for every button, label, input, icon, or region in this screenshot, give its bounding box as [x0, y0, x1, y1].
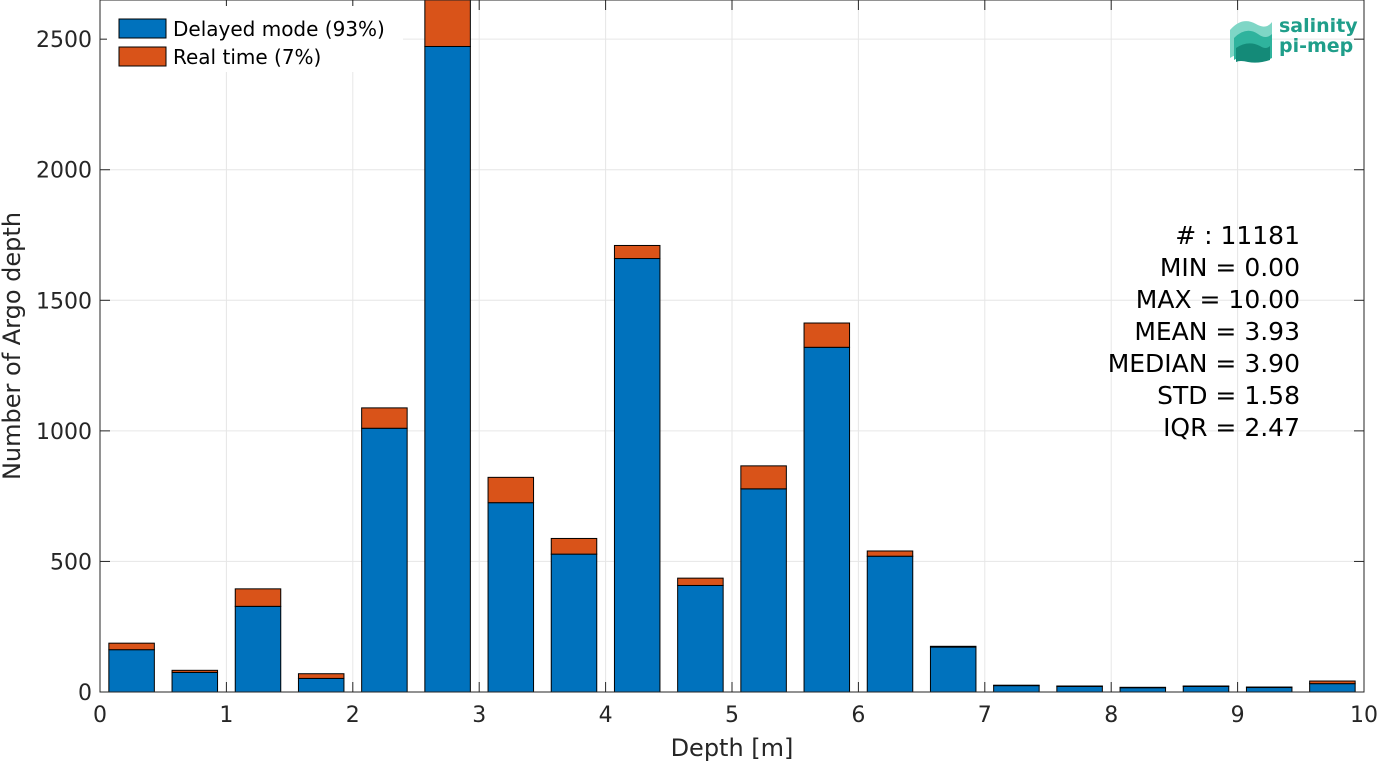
wave-icon — [1230, 21, 1272, 63]
bar-real-time — [487, 476, 535, 504]
x-axis-ticks: 0 1 2 3 4 5 6 7 8 9 10 — [93, 0, 1378, 728]
bar-delayed-mode — [613, 258, 661, 693]
bar-delayed-mode — [677, 584, 724, 693]
bar-delayed-mode — [171, 671, 219, 693]
bar-real-time — [234, 588, 282, 607]
x-tick-label: 8 — [1104, 703, 1118, 728]
stats-line: # : 11181 — [1175, 221, 1300, 250]
bar-real-time — [1056, 685, 1103, 687]
bar-real-time — [424, 0, 471, 47]
stats-line: STD = 1.58 — [1157, 381, 1300, 410]
logo-line-2: pi-mep — [1279, 35, 1353, 57]
legend: Delayed mode (93%) Real time (7%) — [107, 6, 403, 72]
bar-real-time — [1182, 685, 1230, 687]
logo-line-1: salinity — [1279, 15, 1358, 37]
x-tick-label: 7 — [978, 703, 992, 728]
stats-line: MIN = 0.00 — [1160, 253, 1300, 282]
bar-delayed-mode — [361, 427, 408, 693]
bar-delayed-mode — [866, 555, 914, 693]
bar-real-time — [171, 669, 219, 673]
bar-delayed-mode — [108, 649, 155, 693]
stats-line: MAX = 10.00 — [1136, 285, 1300, 314]
y-tick-label: 2500 — [36, 28, 92, 53]
bar-delayed-mode — [1056, 685, 1103, 693]
legend-swatch-realtime — [118, 46, 167, 67]
y-tick-label: 0 — [78, 681, 92, 706]
x-axis-label: Depth [m] — [671, 734, 794, 762]
bar-real-time — [866, 550, 914, 557]
y-axis-label: Number of Argo depth — [0, 212, 26, 480]
bar-delayed-mode — [487, 502, 535, 693]
bar-real-time — [297, 673, 345, 679]
x-tick-label: 10 — [1350, 703, 1378, 728]
bar-delayed-mode — [234, 605, 282, 693]
bar-delayed-mode — [929, 646, 977, 693]
legend-swatch-delayed — [118, 18, 167, 39]
stats-line: MEAN = 3.93 — [1134, 317, 1300, 346]
grid-lines — [100, 0, 1364, 692]
salinity-pi-mep-logo: salinity pi-mep — [1230, 15, 1358, 63]
stats-line: IQR = 2.47 — [1163, 413, 1300, 442]
bar-delayed-mode — [803, 346, 851, 693]
bar-real-time — [550, 537, 598, 555]
y-tick-label: 1000 — [36, 420, 92, 445]
stats-line: MEDIAN = 3.90 — [1108, 349, 1300, 378]
bar-delayed-mode — [1182, 685, 1230, 693]
stats-box: # : 11181 MIN = 0.00 MAX = 10.00 MEAN = 3.9… — [1108, 221, 1300, 442]
bars-layer — [108, 0, 1356, 693]
bar-delayed-mode — [424, 45, 471, 693]
bar-delayed-mode — [1309, 683, 1356, 693]
legend-label-realtime: Real time (7%) — [173, 45, 321, 69]
bar-real-time — [613, 244, 661, 260]
bar-delayed-mode — [740, 488, 787, 693]
bar-delayed-mode — [550, 553, 598, 693]
y-axis-ticks: 0 500 1000 1500 2000 2500 — [36, 28, 1364, 706]
bar-delayed-mode — [993, 684, 1040, 693]
bar-real-time — [929, 645, 977, 648]
y-tick-label: 500 — [50, 550, 92, 575]
bar-real-time — [993, 684, 1040, 687]
bar-real-time — [1245, 686, 1293, 689]
x-tick-label: 0 — [93, 703, 107, 728]
bar-real-time — [740, 465, 787, 490]
bar-real-time — [108, 642, 155, 651]
bar-delayed-mode — [297, 677, 345, 693]
y-tick-label: 1500 — [36, 289, 92, 314]
bar-real-time — [677, 577, 724, 586]
bar-real-time — [1309, 680, 1356, 685]
bar-real-time — [803, 322, 851, 348]
x-tick-label: 5 — [725, 703, 739, 728]
x-tick-label: 3 — [472, 703, 486, 728]
x-tick-label: 9 — [1231, 703, 1245, 728]
x-tick-label: 2 — [346, 703, 360, 728]
bar-real-time — [361, 407, 408, 429]
y-tick-label: 2000 — [36, 159, 92, 184]
legend-label-delayed: Delayed mode (93%) — [173, 17, 385, 41]
x-tick-label: 6 — [851, 703, 865, 728]
bar-real-time — [1119, 686, 1167, 689]
x-tick-label: 4 — [599, 703, 613, 728]
x-tick-label: 1 — [219, 703, 233, 728]
